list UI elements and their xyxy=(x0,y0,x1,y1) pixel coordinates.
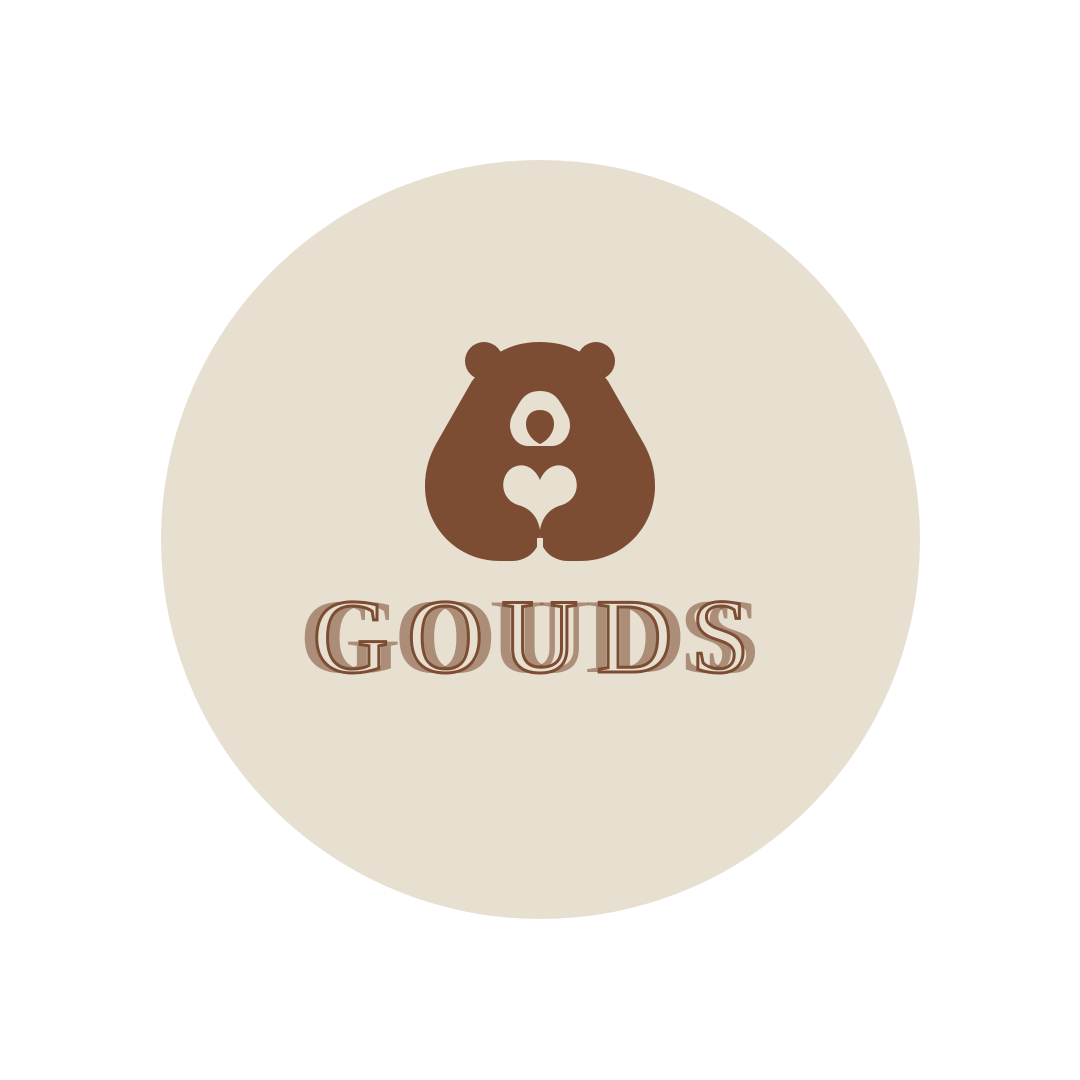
wordmark-main: GOUDS xyxy=(312,578,767,695)
wordmark-shadow-left: GOUDS xyxy=(300,578,755,695)
bear-icon xyxy=(425,342,655,561)
brand-wordmark: GOUDS GOUDS GOUDS xyxy=(300,577,779,697)
bear-nose xyxy=(526,410,554,444)
bear-body xyxy=(425,342,655,561)
wordmark-shadow-right: GOUDS xyxy=(324,578,779,695)
